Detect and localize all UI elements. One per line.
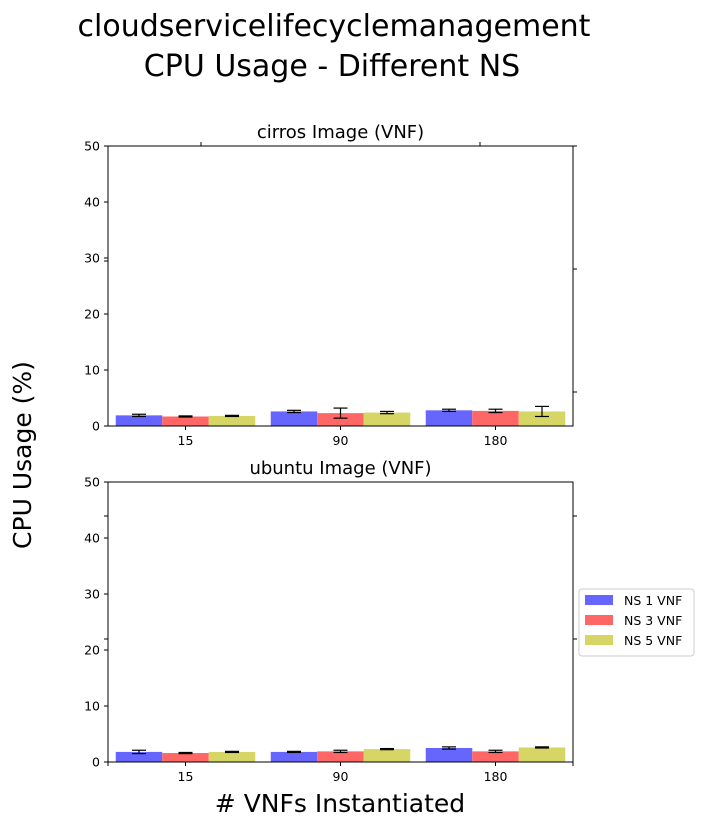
y-tick-label: 0 xyxy=(92,755,100,770)
y-tick-label: 50 xyxy=(84,139,100,154)
bar xyxy=(270,411,318,426)
bar xyxy=(425,410,473,426)
bar xyxy=(363,412,411,426)
x-tick-label: 15 xyxy=(178,769,194,784)
bar xyxy=(317,751,364,762)
x-tick-label: 90 xyxy=(333,433,349,448)
y-tick-label: 30 xyxy=(84,587,100,602)
bar xyxy=(317,413,364,426)
y-tick-label: 50 xyxy=(84,475,100,490)
y-tick-label: 10 xyxy=(84,363,100,378)
cirros-chart-panel: cirros Image (VNF) 0 10 20 30 40 50 15 90 180 xyxy=(84,122,577,766)
y-axis-label: CPU Usage (%) xyxy=(8,361,37,549)
legend-label: NS 5 VNF xyxy=(624,633,682,648)
y-tick-label: 40 xyxy=(84,531,100,546)
bar xyxy=(518,747,566,762)
plot-frame xyxy=(107,145,574,427)
x-tick-label: 90 xyxy=(333,769,349,784)
bar xyxy=(425,748,473,762)
y-tick-label: 20 xyxy=(84,307,100,322)
legend-swatch xyxy=(585,615,613,625)
y-tick-label: 40 xyxy=(84,195,100,210)
bar xyxy=(363,749,411,762)
bar xyxy=(115,751,163,762)
figure-title-line2: CPU Usage - Different NS xyxy=(144,49,520,84)
bar xyxy=(162,416,209,426)
ubuntu-chart-panel: ubuntu Image (VNF) 0 10 20 30 40 50 15 90 180 xyxy=(84,458,574,784)
legend-label: NS 3 VNF xyxy=(624,613,682,628)
bar xyxy=(162,753,209,762)
legend: NS 1 VNF NS 3 VNF NS 5 VNF xyxy=(578,588,695,657)
y-tick-label: 30 xyxy=(84,251,100,266)
legend-swatch xyxy=(585,635,613,645)
x-tick-label: 180 xyxy=(484,769,508,784)
subplot-title: ubuntu Image (VNF) xyxy=(249,458,431,479)
y-tick-label: 20 xyxy=(84,643,100,658)
subplot-title: cirros Image (VNF) xyxy=(257,122,424,143)
bar xyxy=(115,415,163,426)
legend-label: NS 1 VNF xyxy=(624,593,682,608)
legend-swatch xyxy=(585,595,613,605)
bar xyxy=(472,751,519,762)
y-tick-label: 0 xyxy=(92,419,100,434)
x-axis-label: # VNFs Instantiated xyxy=(215,789,465,818)
x-tick-label: 180 xyxy=(484,433,508,448)
bar xyxy=(208,415,256,426)
plot-frame xyxy=(107,481,574,763)
bar xyxy=(208,751,256,762)
x-tick-label: 15 xyxy=(178,433,194,448)
y-tick-label: 10 xyxy=(84,699,100,714)
bar xyxy=(472,410,519,426)
bar xyxy=(270,751,318,762)
bar xyxy=(518,411,566,426)
figure-title-line1: cloudservicelifecyclemanagement xyxy=(78,9,591,44)
